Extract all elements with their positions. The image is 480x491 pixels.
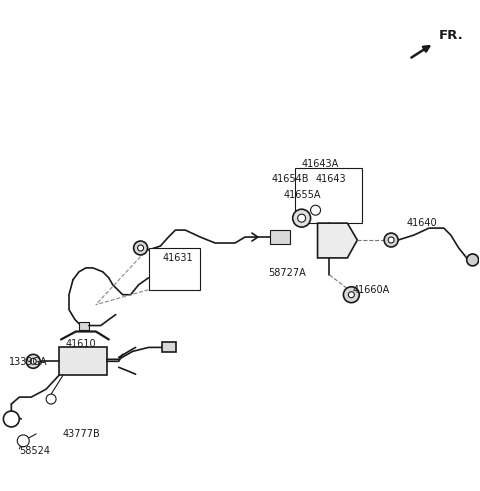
Circle shape: [133, 241, 147, 255]
Text: 1339GA: 1339GA: [9, 357, 48, 367]
Bar: [295, 168, 362, 223]
Text: 41610: 41610: [66, 339, 96, 350]
Circle shape: [384, 233, 398, 247]
Bar: [270, 230, 290, 244]
Text: 58524: 58524: [19, 446, 50, 456]
Text: 41643A: 41643A: [301, 159, 339, 168]
Circle shape: [343, 287, 360, 302]
Text: 43777B: 43777B: [63, 429, 101, 439]
Text: 41654B: 41654B: [272, 174, 309, 185]
Circle shape: [293, 209, 311, 227]
Circle shape: [298, 214, 306, 222]
Text: 41655A: 41655A: [284, 191, 321, 200]
Circle shape: [30, 358, 36, 364]
Bar: [148, 248, 200, 290]
Circle shape: [46, 394, 56, 404]
Polygon shape: [318, 223, 357, 258]
Circle shape: [311, 205, 321, 215]
Text: 41643: 41643: [315, 174, 346, 185]
Bar: [59, 348, 107, 375]
Bar: [162, 342, 176, 353]
Bar: [79, 322, 89, 329]
Text: 41640: 41640: [407, 218, 438, 228]
Text: 41660A: 41660A: [352, 285, 390, 295]
Circle shape: [3, 411, 19, 427]
Circle shape: [17, 435, 29, 447]
Circle shape: [467, 254, 479, 266]
Circle shape: [388, 237, 394, 243]
Text: 58727A: 58727A: [268, 268, 306, 278]
Circle shape: [138, 245, 144, 251]
Text: FR.: FR.: [439, 29, 464, 42]
Circle shape: [26, 355, 40, 368]
Circle shape: [348, 292, 354, 298]
Text: 41631: 41631: [162, 253, 193, 263]
